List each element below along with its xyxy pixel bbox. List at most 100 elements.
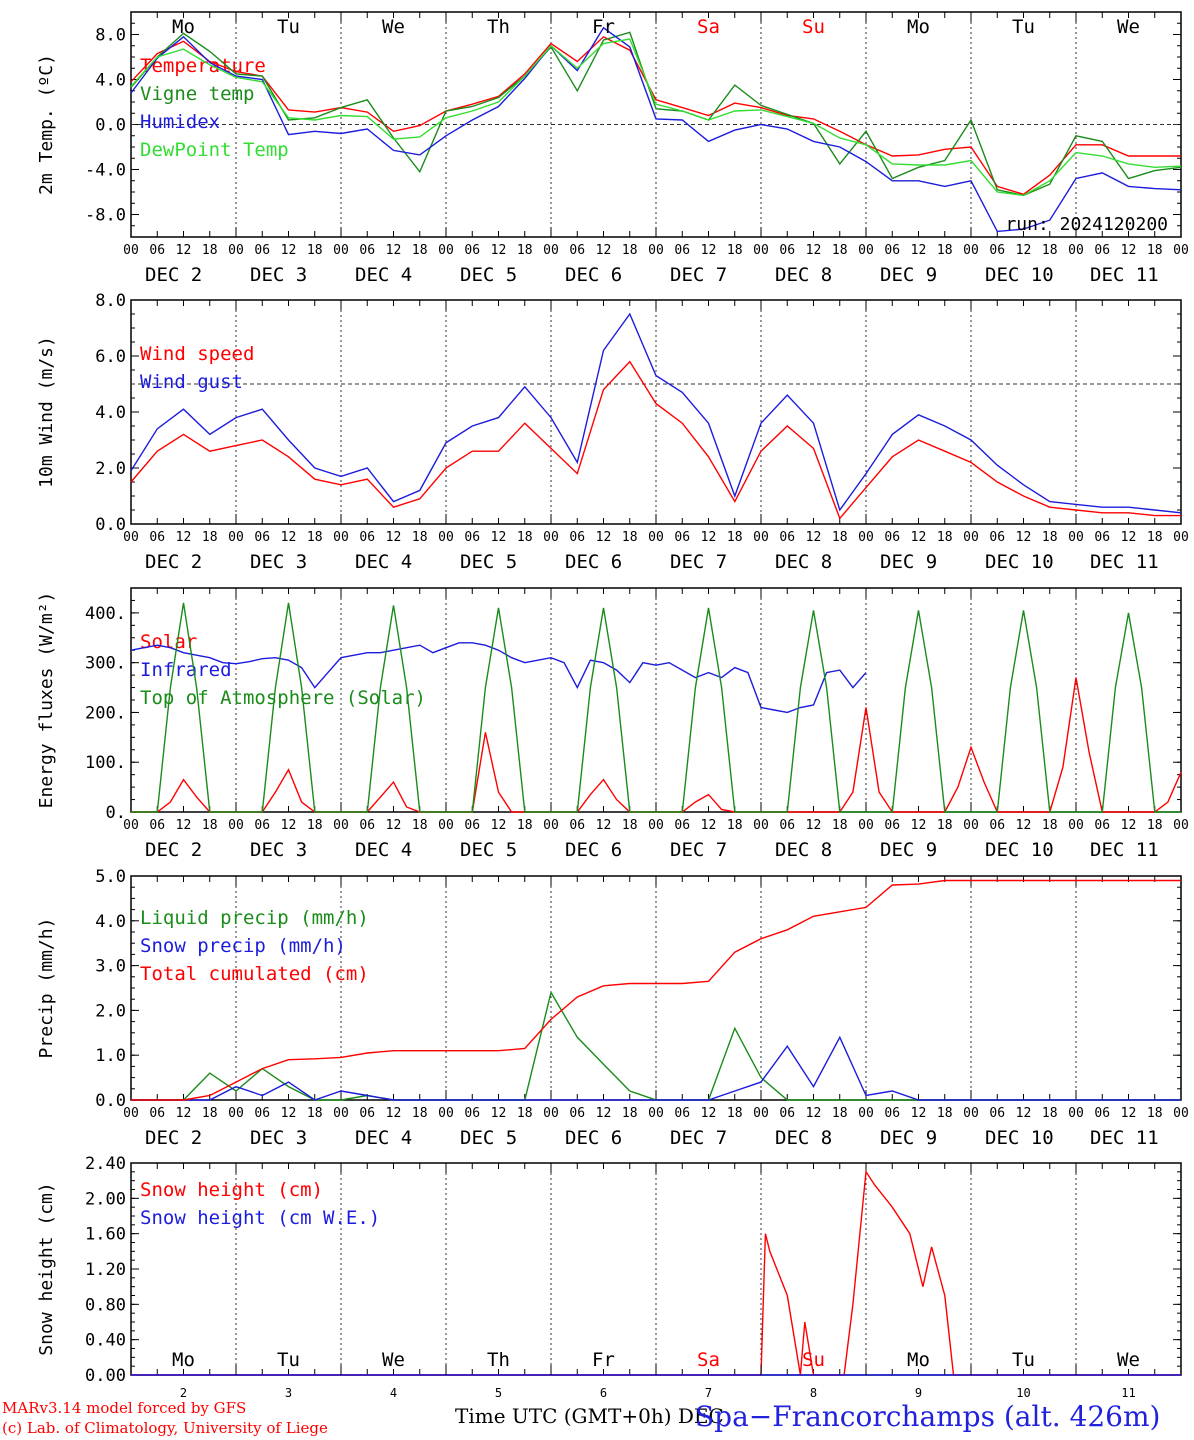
hour-tick-label: 18 [1147,243,1163,258]
hour-tick-label: 12 [281,530,297,545]
hour-tick-label: 12 [806,530,822,545]
hour-tick-label: 12 [386,818,402,833]
day-number-label: 5 [495,1386,502,1400]
date-label: DEC 3 [250,264,307,286]
hour-tick-label: 12 [491,818,507,833]
hour-tick-label: 12 [176,818,192,833]
hour-tick-label: 18 [727,818,743,833]
hour-tick-label: 18 [412,818,428,833]
hour-tick-label: 12 [1121,1106,1137,1121]
weekday-label-bottom: Fr [592,1349,615,1371]
day-number-label: 7 [705,1386,712,1400]
series-line-humidex [130,26,1182,233]
hour-tick-label: 18 [622,818,638,833]
hour-tick-label: 18 [307,818,323,833]
y-tick-label: 0.0 [95,515,126,535]
weekday-label-bottom: We [382,1349,405,1371]
hour-tick-label: 18 [307,530,323,545]
hour-tick-label: 12 [176,1106,192,1121]
hour-tick-label: 12 [701,530,717,545]
hour-tick-label: 12 [806,818,822,833]
hour-tick-label: 12 [1016,243,1032,258]
hour-tick-label: 00 [333,1106,349,1121]
y-tick-label: 2.40 [85,1154,126,1174]
y-tick-label: -4.0 [85,161,126,181]
hour-tick-label: 00 [753,1106,769,1121]
date-label: DEC 6 [565,1127,622,1149]
weekday-label-top: Fr [592,16,615,38]
y-axis-label: 10m Wind (m/s) [36,336,57,488]
y-axis-label: Precip (mm/h) [36,918,57,1059]
hour-tick-label: 00 [543,1106,559,1121]
date-label: DEC 5 [460,551,517,573]
day-number-label: 6 [600,1386,607,1400]
hour-tick-label: 00 [543,818,559,833]
hour-tick-label: 06 [149,1106,165,1121]
y-tick-label: 1.20 [85,1260,126,1280]
hour-tick-label: 00 [438,243,454,258]
hour-tick-label: 18 [832,243,848,258]
series-line-snow-precip-mm-h- [131,1035,1181,1101]
y-tick-label: 2.00 [85,1189,126,1209]
hour-tick-label: 18 [202,530,218,545]
hour-tick-label: 12 [596,243,612,258]
date-label: DEC 4 [355,1127,412,1149]
hour-tick-label: 06 [359,530,375,545]
hour-tick-label: 12 [281,818,297,833]
hour-tick-label: 12 [281,1106,297,1121]
hour-tick-label: 12 [491,1106,507,1121]
legend-entry: Solar [140,631,197,653]
y-axis-label: Snow height (cm) [36,1182,57,1355]
hour-tick-label: 18 [202,818,218,833]
series-line-wind-gust [130,312,1182,514]
date-label: DEC 11 [1090,839,1159,861]
hour-tick-label: 06 [569,818,585,833]
hour-tick-label: 18 [307,243,323,258]
hour-tick-label: 00 [1173,243,1189,258]
weekday-label-bottom: Tu [1012,1349,1035,1371]
hour-tick-label: 18 [1042,243,1058,258]
hour-tick-label: 06 [359,243,375,258]
hour-tick-label: 12 [491,243,507,258]
series-line-top-of-atmosphere-solar- [131,602,1181,813]
date-label: DEC 10 [985,264,1054,286]
hour-tick-label: 18 [1147,818,1163,833]
day-number-label: 11 [1121,1386,1135,1400]
hour-tick-label: 18 [202,1106,218,1121]
hour-tick-label: 00 [858,530,874,545]
date-label: DEC 11 [1090,551,1159,573]
date-label: DEC 2 [145,264,202,286]
series-line-temperature [130,35,1181,196]
day-number-label: 10 [1016,1386,1030,1400]
date-label: DEC 6 [565,839,622,861]
hour-tick-label: 00 [1173,1106,1189,1121]
hour-tick-label: 06 [464,530,480,545]
hour-tick-label: 12 [386,243,402,258]
hour-tick-label: 18 [622,530,638,545]
hour-tick-label: 06 [989,818,1005,833]
hour-tick-label: 00 [963,530,979,545]
hour-tick-label: 12 [386,530,402,545]
hour-tick-label: 18 [1042,530,1058,545]
weekday-label-bottom: We [1117,1349,1140,1371]
date-label: DEC 4 [355,264,412,286]
hour-tick-label: 18 [202,243,218,258]
hour-tick-label: 12 [386,1106,402,1121]
meteogram: 8.0 4.0 0.0 -4.0 -8.0 2m Temp. (ºC) Temperatur… [36,11,1189,1400]
hour-tick-label: 00 [1068,1106,1084,1121]
hour-tick-label: 18 [517,1106,533,1121]
weekday-label-top: We [382,16,405,38]
hour-tick-label: 00 [543,243,559,258]
hour-tick-label: 18 [1042,818,1058,833]
hour-tick-label: 12 [911,1106,927,1121]
hour-tick-label: 06 [779,530,795,545]
hour-tick-label: 12 [1016,530,1032,545]
station-title: Spa−Francorchamps (alt. 426m) [695,1400,1161,1433]
hour-tick-label: 06 [149,530,165,545]
hour-tick-label: 00 [1068,818,1084,833]
hour-tick-label: 00 [1068,243,1084,258]
legend-entry: Snow precip (mm/h) [140,935,346,957]
hour-tick-label: 00 [648,243,664,258]
hour-tick-label: 06 [779,1106,795,1121]
date-label: DEC 10 [985,839,1054,861]
